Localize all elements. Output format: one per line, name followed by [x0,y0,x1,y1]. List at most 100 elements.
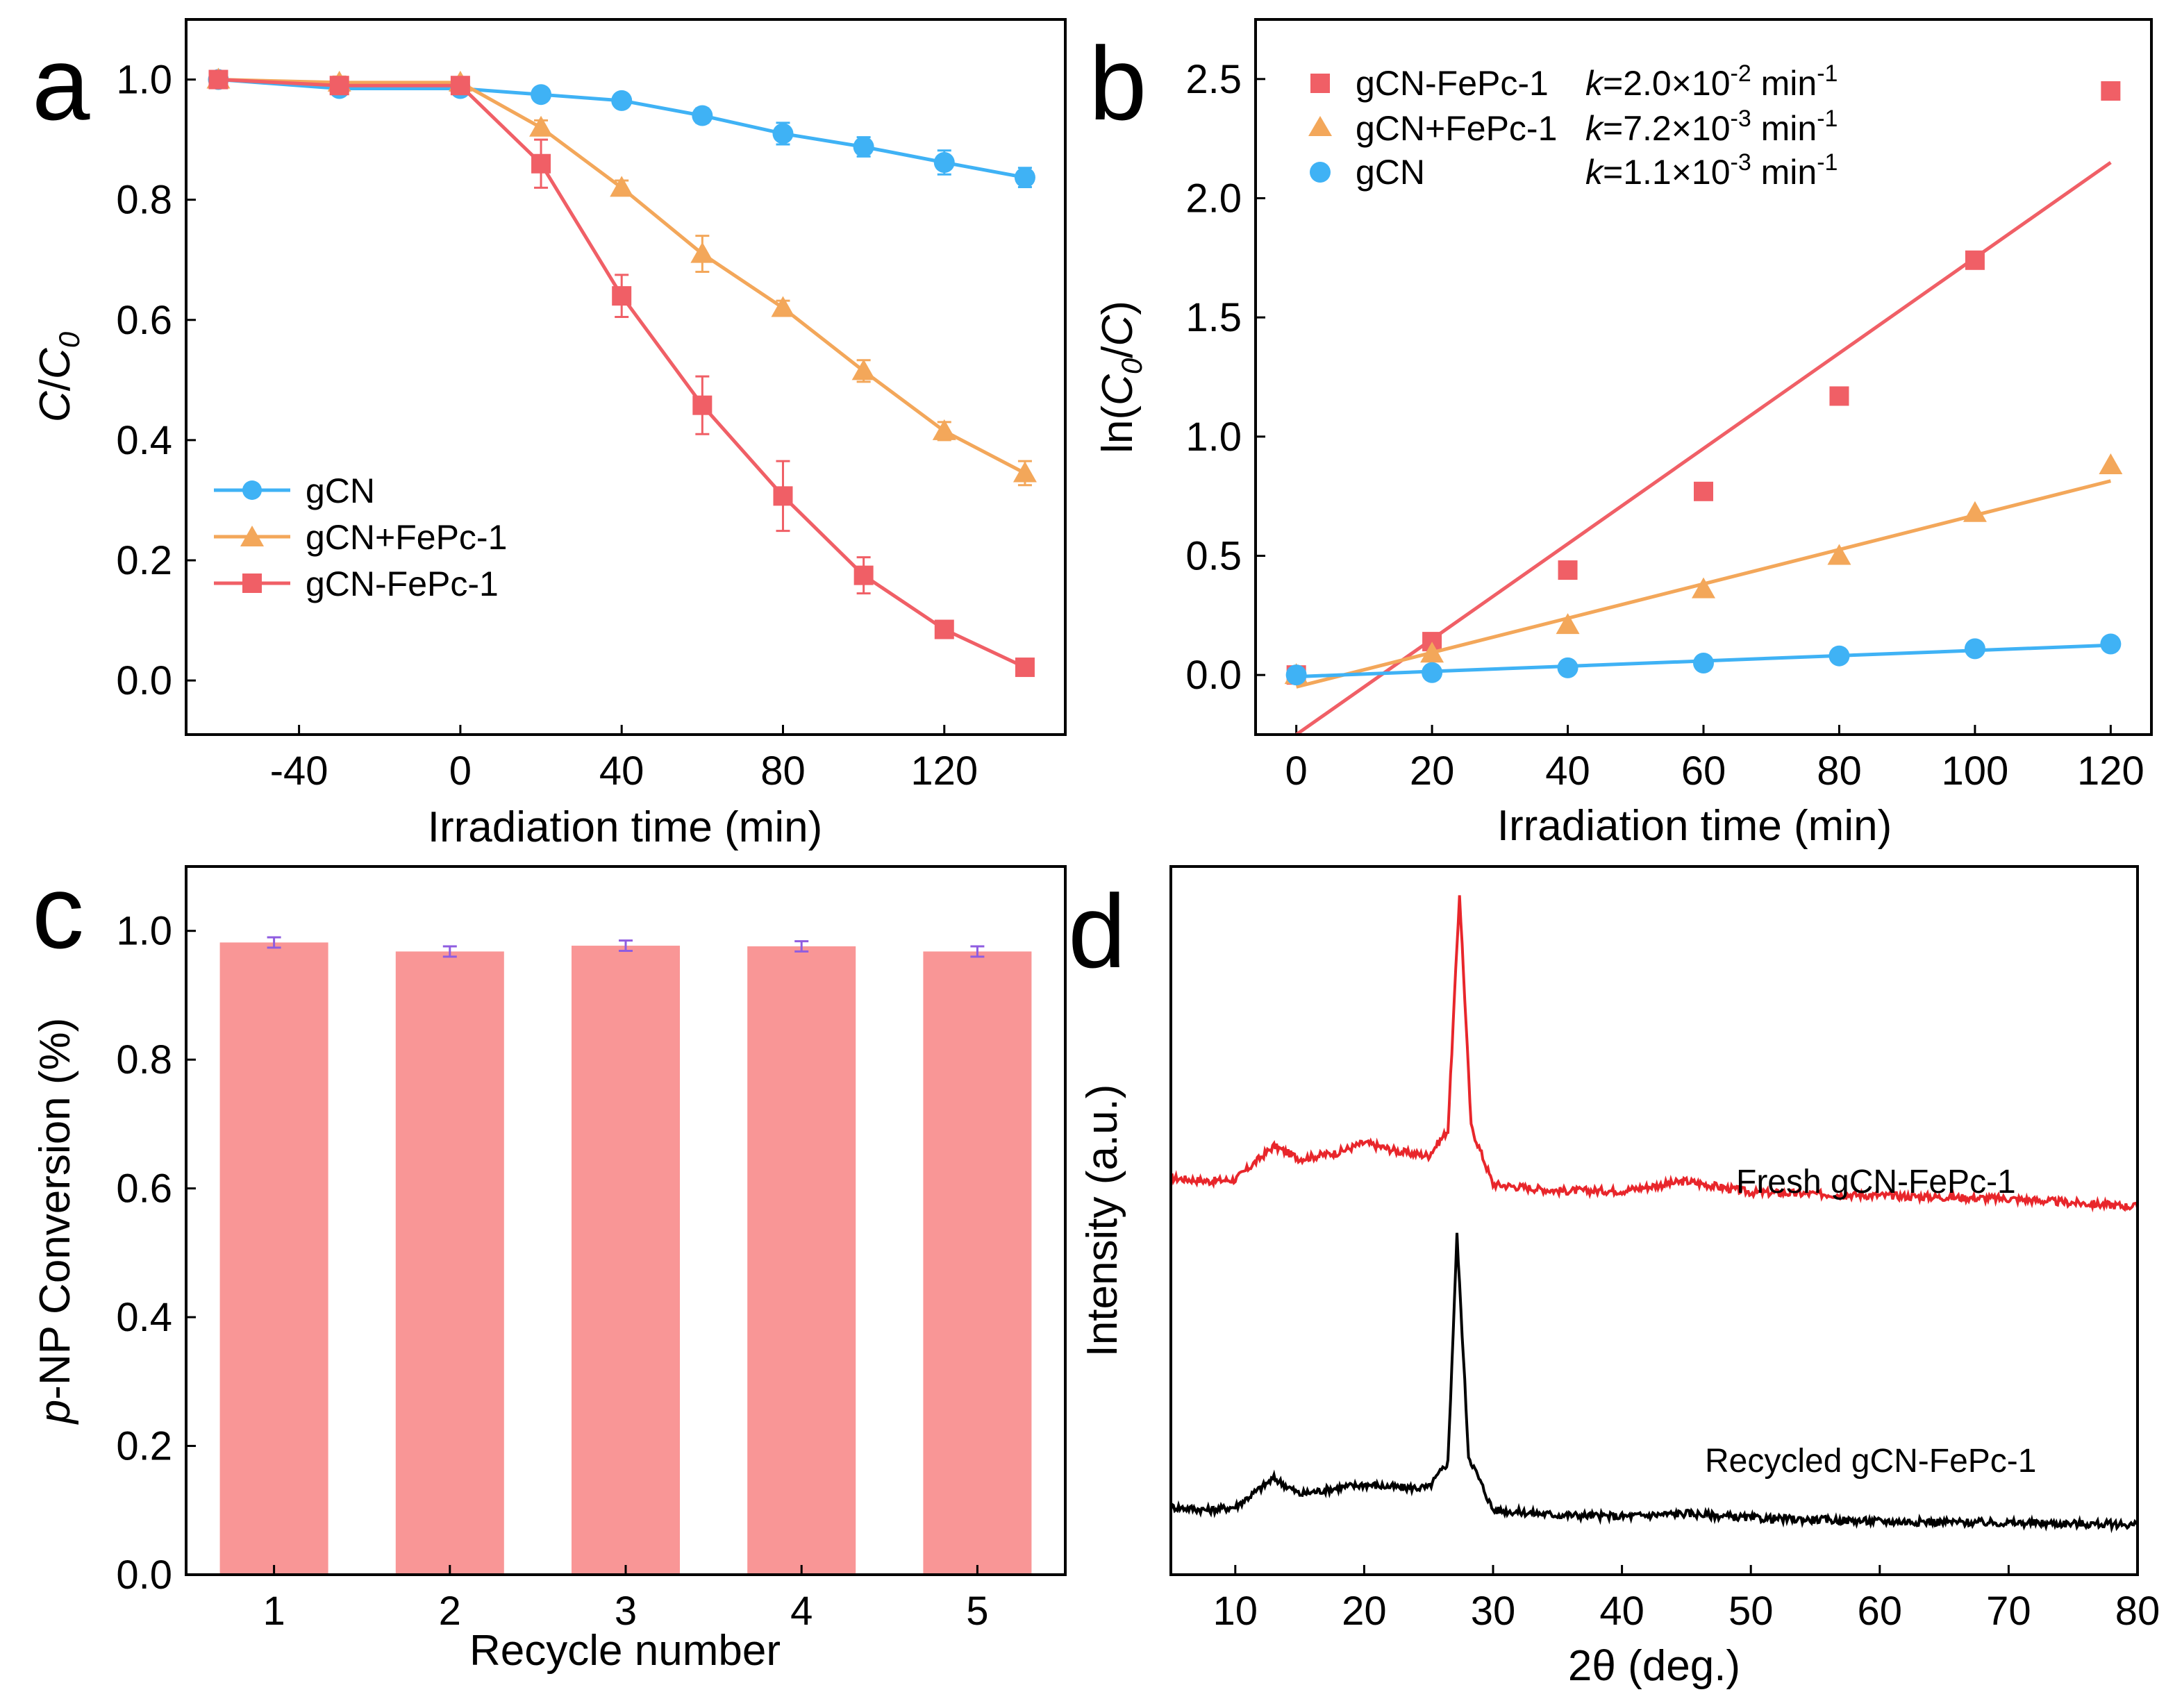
panel-d-frame [1169,865,2139,1576]
legend-b-fepc-k: k=2.0×10-2 min-1 [1585,60,1838,103]
legend-b-gcn-label: gCN [1356,153,1425,192]
panel-b-series-2-point-4 [1828,645,1850,667]
panel-a-series-2-point-7 [853,565,874,585]
panel-a-ytick-label-2: 0.4 [116,418,172,463]
panel-a-xtick-label-3: 80 [760,748,806,794]
panel-b-series-1-point-4 [1827,544,1851,565]
panel-a-series-1-line [218,78,1026,475]
panel-b-series-2-point-3 [1693,653,1714,673]
panel-a-xtick-label-4: 120 [910,748,978,794]
panel-b-xtick-label-1: 20 [1410,748,1455,794]
panel-a-series-2-point-9 [1015,658,1035,678]
panel-a-series-2-point-8 [934,619,954,639]
legend-b-fepc-marker [1310,74,1330,93]
panel-d-xtick-label-4: 50 [1728,1589,1774,1634]
panel-d-recycled-label: Recycled gCN-FePc-1 [1705,1443,2036,1480]
legend-a-gcn-marker [242,480,262,500]
panel-a-series-2-point-0 [208,69,228,90]
legend-b-gcnplus-k: k=7.2×10-3 min-1 [1585,106,1838,148]
panel-a-series-0-point-8 [933,152,955,173]
panel-letter-a: a [32,25,90,142]
panel-b-series-2-point-0 [1285,664,1307,686]
panel-b-series-1-point-3 [1692,577,1715,598]
panel-b-xtick-label-4: 80 [1817,748,1862,794]
panel-b-frame [1254,18,2153,736]
panel-b-xlabel: Irradiation time (min) [1497,802,1892,850]
panel-a-series-2-point-6 [773,486,793,506]
panel-b-ytick-label-3: 1.5 [1185,295,1242,340]
legend-a-gcnplus-marker [240,526,264,546]
panel-a-xlabel: Irradiation time (min) [428,803,822,851]
panel-c-err-0 [267,936,281,949]
legend-b-gcnplus-label: gCN+FePc-1 [1356,109,1557,148]
panel-d-xtick-label-5: 60 [1858,1589,1903,1634]
panel-b-ylabel: ln(C0/C) [1094,301,1148,453]
panel-c-frame [185,865,1067,1576]
panel-b-xtick-label-6: 120 [2077,748,2144,794]
panel-a-series-1-point-6 [771,296,795,317]
panel-a-chart: -40 0 40 80 120 0.0 0.2 0.4 0.6 0.8 1.0 Irradiatio… [31,18,1067,851]
panel-c-bar-0 [219,942,328,1575]
panel-b-legend: gCN-FePc-1 k=2.0×10-2 min-1 gCN+FePc-1 k… [1308,60,1838,192]
panel-a-series-2-line [218,78,1026,669]
panel-a-xtick-label-1: 0 [449,748,472,794]
panel-a-series-1-point-8 [932,419,956,440]
panel-b-series-0-point-3 [1694,481,1713,501]
panel-a-frame [185,18,1067,736]
panel-b-ytick-label-1: 0.5 [1185,534,1242,579]
panel-b-xtick-label-0: 0 [1285,748,1308,794]
panel-c-xtick-label-1: 2 [439,1589,461,1634]
panel-d-xtick-label-1: 20 [1342,1589,1387,1634]
panel-c-ytick-label-1: 0.2 [116,1424,172,1469]
panel-c-ytick-label-5: 1.0 [116,909,172,954]
panel-c-ylabel: p-NP Conversion (%) [31,1018,79,1425]
panel-c-xtick-label-2: 3 [615,1589,637,1634]
panel-c-xtick-label-0: 1 [263,1589,285,1634]
panel-c-xtick-label-3: 4 [790,1589,813,1634]
panel-b-series-1-point-2 [1556,613,1580,635]
panel-a-series-0-line [218,78,1026,180]
panel-b-series-1-point-5 [1963,501,1987,522]
panel-a-xtick-label-2: 40 [599,748,644,794]
panel-a-xtick-label-0: -40 [270,748,328,794]
panel-d-xtick-label-6: 70 [1986,1589,2031,1634]
panel-a-series-2-point-2 [450,76,470,96]
panel-d-fresh-label: Fresh gCN-FePc-1 [1736,1164,2016,1200]
panel-a-ytick-label-1: 0.2 [116,538,172,583]
panel-d-xtick-label-7: 80 [2115,1589,2160,1634]
panel-d-chart: 10 20 30 40 50 60 70 80 2θ (deg.) Intensity (a.… [1078,865,2160,1690]
panel-a-series-0-point-9 [1014,167,1035,188]
panel-c-err-1 [442,945,457,958]
panel-d-ylabel: Intensity (a.u.) [1078,1085,1126,1357]
legend-a-fepc-marker [242,573,262,593]
panel-b-xtick-label-3: 60 [1681,748,1726,794]
legend-b-gcnplus-marker [1308,116,1332,136]
panel-b-ytick-label-2: 1.0 [1185,415,1242,460]
panel-c-ytick-label-4: 0.8 [116,1037,172,1082]
panel-a-ylabel: C/C0 [31,331,85,422]
panel-b-ytick-label-5: 2.5 [1185,57,1242,102]
panel-c-bar-1 [395,951,504,1575]
panel-d-series-0-line [1170,895,2139,1213]
panel-a-ytick-label-5: 1.0 [116,58,172,103]
panel-b-series-1-point-1 [1420,642,1444,663]
panel-a-series-0-point-3 [531,84,552,106]
legend-b-gcn-marker [1310,162,1331,183]
panel-b-series-1-point-6 [2099,453,2123,475]
panel-a-series-1-point-3 [529,115,553,137]
panel-c-bar-4 [923,951,1032,1575]
panel-a-ytick-label-0: 0.0 [116,658,172,703]
panel-c-xlabel: Recycle number [469,1627,781,1675]
panel-b-ytick-label-4: 2.0 [1185,176,1242,221]
panel-d-xlabel: 2θ (deg.) [1568,1642,1740,1690]
panel-a-series-2-point-3 [531,153,551,174]
legend-a-fepc-label: gCN-FePc-1 [306,564,499,603]
panel-b-series-0-point-6 [2101,81,2121,101]
panel-b-series-2-point-6 [2100,633,2122,655]
panel-letter-c: c [32,853,84,970]
panel-a-series-0-point-6 [772,123,794,144]
panel-c-bar-3 [747,946,856,1575]
panel-c-xtick-label-4: 5 [966,1589,988,1634]
